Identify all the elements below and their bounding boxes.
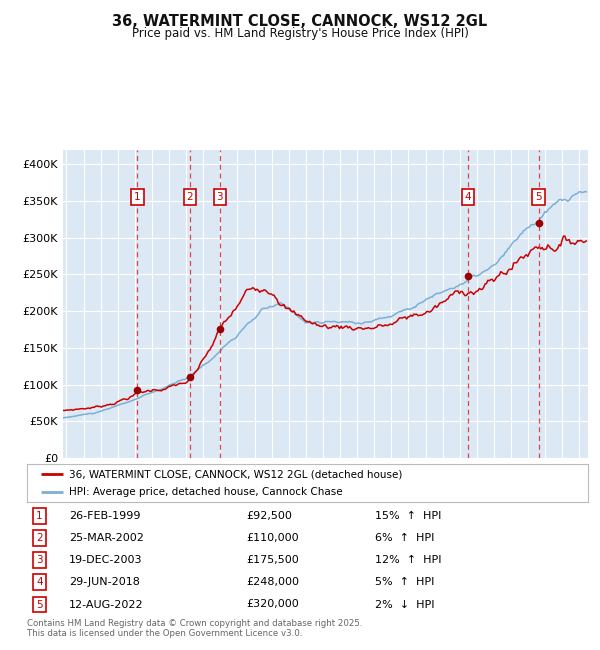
Text: 5%  ↑  HPI: 5% ↑ HPI: [375, 577, 434, 588]
Text: 6%  ↑  HPI: 6% ↑ HPI: [375, 533, 434, 543]
Text: 12%  ↑  HPI: 12% ↑ HPI: [375, 555, 442, 566]
Text: 2%  ↓  HPI: 2% ↓ HPI: [375, 599, 434, 610]
Text: HPI: Average price, detached house, Cannock Chase: HPI: Average price, detached house, Cann…: [69, 487, 343, 497]
Text: £110,000: £110,000: [246, 533, 298, 543]
Text: 3: 3: [217, 192, 223, 202]
Text: Price paid vs. HM Land Registry's House Price Index (HPI): Price paid vs. HM Land Registry's House …: [131, 27, 469, 40]
Text: 4: 4: [465, 192, 472, 202]
Text: £248,000: £248,000: [246, 577, 299, 588]
Text: 12-AUG-2022: 12-AUG-2022: [69, 599, 144, 610]
Text: 36, WATERMINT CLOSE, CANNOCK, WS12 2GL (detached house): 36, WATERMINT CLOSE, CANNOCK, WS12 2GL (…: [69, 469, 403, 479]
Text: 2: 2: [187, 192, 193, 202]
Text: 1: 1: [134, 192, 141, 202]
Text: 1: 1: [36, 511, 43, 521]
Text: £175,500: £175,500: [246, 555, 299, 566]
Text: 3: 3: [36, 555, 43, 566]
Text: 29-JUN-2018: 29-JUN-2018: [69, 577, 140, 588]
Text: Contains HM Land Registry data © Crown copyright and database right 2025.
This d: Contains HM Land Registry data © Crown c…: [27, 619, 362, 638]
Text: £320,000: £320,000: [246, 599, 299, 610]
Text: 25-MAR-2002: 25-MAR-2002: [69, 533, 144, 543]
Text: 19-DEC-2003: 19-DEC-2003: [69, 555, 143, 566]
Text: 5: 5: [36, 599, 43, 610]
Text: 36, WATERMINT CLOSE, CANNOCK, WS12 2GL: 36, WATERMINT CLOSE, CANNOCK, WS12 2GL: [112, 14, 488, 29]
Text: 15%  ↑  HPI: 15% ↑ HPI: [375, 511, 441, 521]
Text: 26-FEB-1999: 26-FEB-1999: [69, 511, 140, 521]
Text: 4: 4: [36, 577, 43, 588]
Text: £92,500: £92,500: [246, 511, 292, 521]
Text: 5: 5: [535, 192, 542, 202]
Text: 2: 2: [36, 533, 43, 543]
